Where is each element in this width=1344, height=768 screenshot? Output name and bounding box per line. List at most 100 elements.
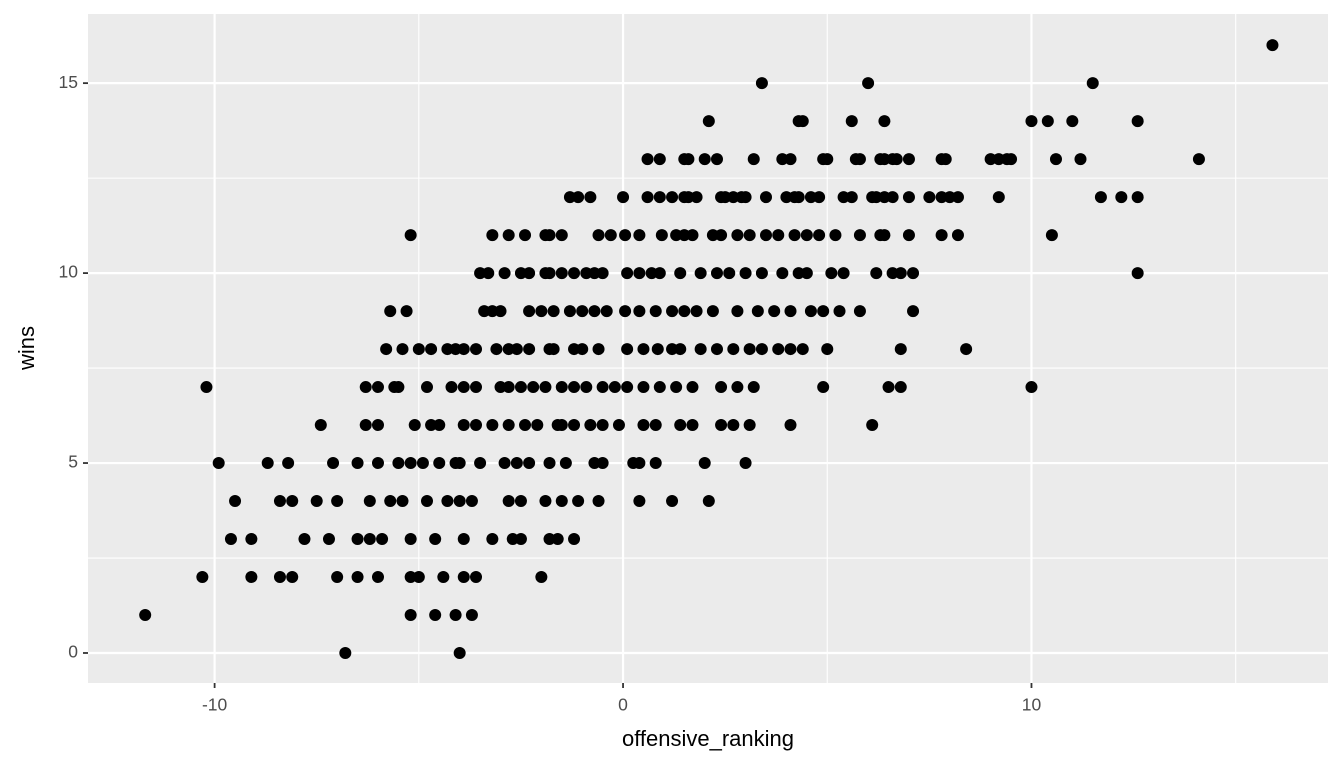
point — [449, 608, 462, 621]
point — [584, 191, 597, 204]
point — [547, 343, 560, 356]
point — [359, 381, 372, 394]
point — [641, 153, 654, 166]
point — [951, 191, 964, 204]
point — [731, 381, 744, 394]
point — [894, 267, 907, 280]
point — [621, 381, 634, 394]
point — [784, 305, 797, 318]
point — [453, 646, 466, 659]
point — [682, 153, 695, 166]
point — [637, 343, 650, 356]
point — [1074, 153, 1087, 166]
point — [286, 571, 299, 584]
point — [245, 571, 258, 584]
point — [1192, 153, 1205, 166]
point — [539, 495, 552, 508]
point — [351, 571, 364, 584]
point — [862, 77, 875, 90]
point — [902, 229, 915, 242]
point — [870, 267, 883, 280]
point — [555, 495, 568, 508]
point — [755, 343, 768, 356]
point — [261, 457, 274, 470]
point — [621, 267, 634, 280]
point — [882, 381, 895, 394]
point — [992, 191, 1005, 204]
point — [755, 267, 768, 280]
point — [637, 381, 650, 394]
point — [523, 343, 536, 356]
point — [821, 343, 834, 356]
point — [731, 229, 744, 242]
point — [433, 457, 446, 470]
point — [653, 381, 666, 394]
point — [907, 305, 920, 318]
point — [474, 457, 487, 470]
point — [784, 153, 797, 166]
point — [273, 495, 286, 508]
point — [1131, 267, 1144, 280]
point — [813, 191, 826, 204]
point — [359, 419, 372, 432]
point — [523, 305, 536, 318]
point — [829, 229, 842, 242]
point — [739, 191, 752, 204]
point — [755, 77, 768, 90]
point — [457, 381, 470, 394]
point — [784, 419, 797, 432]
point — [690, 191, 703, 204]
point — [833, 305, 846, 318]
point — [494, 305, 507, 318]
point — [923, 191, 936, 204]
point — [502, 495, 515, 508]
point — [902, 191, 915, 204]
point — [445, 381, 458, 394]
point — [371, 419, 384, 432]
point — [555, 229, 568, 242]
point — [1066, 115, 1079, 128]
point — [649, 457, 662, 470]
point — [535, 571, 548, 584]
point — [804, 305, 817, 318]
point — [596, 457, 609, 470]
point — [588, 305, 601, 318]
point — [568, 419, 581, 432]
point — [404, 457, 417, 470]
point — [759, 191, 772, 204]
point — [486, 419, 499, 432]
point — [653, 191, 666, 204]
point — [572, 191, 585, 204]
point — [706, 305, 719, 318]
point — [1005, 153, 1018, 166]
point — [563, 305, 576, 318]
point — [380, 343, 393, 356]
point — [331, 495, 344, 508]
point — [429, 608, 442, 621]
point — [482, 267, 495, 280]
point — [792, 191, 805, 204]
point — [784, 343, 797, 356]
y-tick-label: 5 — [68, 452, 78, 472]
point — [655, 229, 668, 242]
point — [314, 419, 327, 432]
point — [678, 305, 691, 318]
point — [568, 533, 581, 546]
point — [935, 229, 948, 242]
point — [633, 229, 646, 242]
point — [580, 381, 593, 394]
point — [907, 267, 920, 280]
point — [768, 305, 781, 318]
point — [1131, 115, 1144, 128]
x-axis-title: offensive_ranking — [622, 726, 794, 751]
point — [486, 229, 499, 242]
point — [694, 267, 707, 280]
y-axis-title: wins — [14, 326, 39, 371]
point — [470, 381, 483, 394]
point — [584, 419, 597, 432]
point — [690, 305, 703, 318]
point — [408, 419, 421, 432]
point — [715, 229, 728, 242]
point — [433, 419, 446, 432]
